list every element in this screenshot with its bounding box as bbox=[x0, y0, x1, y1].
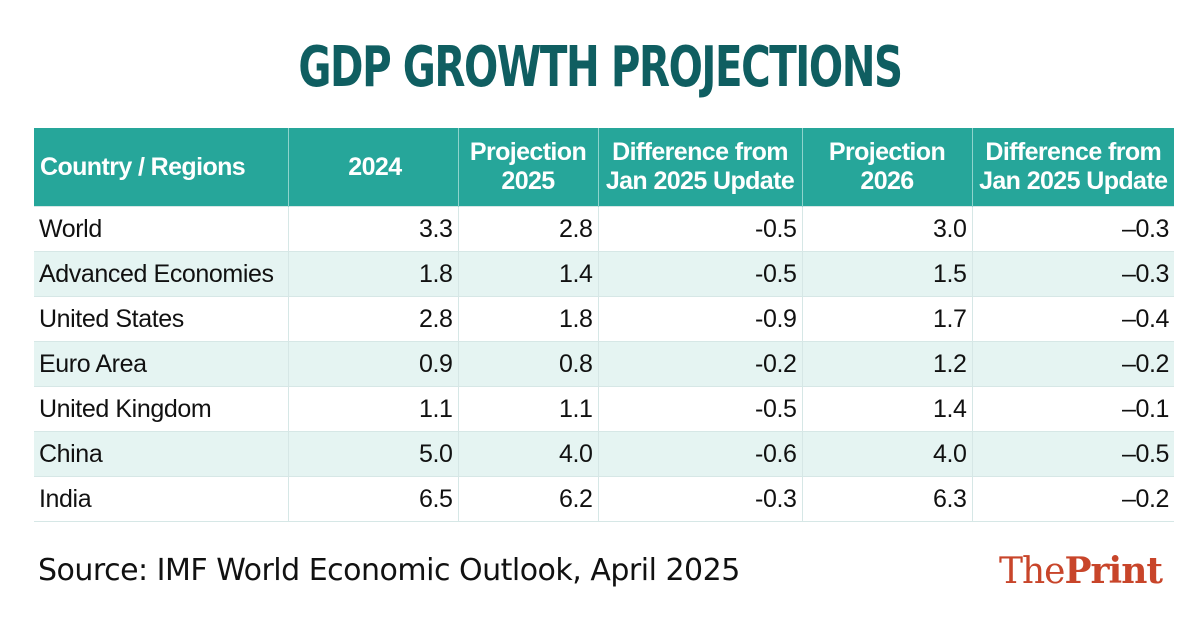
cell-projection-2026: 4.0 bbox=[801, 431, 972, 477]
cell-2024: 0.9 bbox=[287, 341, 458, 387]
cell-projection-2026: 1.7 bbox=[801, 296, 972, 342]
table-row: United Kingdom 1.1 1.1 -0.5 1.4 –0.1 bbox=[34, 386, 1174, 432]
cell-country: China bbox=[34, 431, 288, 477]
logo-text-the: The bbox=[998, 551, 1066, 592]
cell-difference-2026: –0.4 bbox=[971, 296, 1174, 342]
table-row: India 6.5 6.2 -0.3 6.3 –0.2 bbox=[34, 476, 1174, 522]
table-row: World 3.3 2.8 -0.5 3.0 –0.3 bbox=[34, 206, 1174, 252]
table-row: Advanced Economies 1.8 1.4 -0.5 1.5 –0.3 bbox=[34, 251, 1174, 297]
cell-country: India bbox=[34, 476, 288, 522]
cell-2024: 5.0 bbox=[287, 431, 458, 477]
cell-country: United Kingdom bbox=[34, 386, 288, 432]
cell-difference-2025: -0.6 bbox=[597, 431, 802, 477]
cell-2024: 1.8 bbox=[287, 251, 458, 297]
cell-difference-2026: –0.2 bbox=[971, 341, 1174, 387]
cell-projection-2025: 2.8 bbox=[457, 206, 598, 252]
cell-2024: 2.8 bbox=[287, 296, 458, 342]
column-header-projection-2026: Projection 2026 bbox=[801, 128, 972, 207]
table-header-row: Country / Regions 2024 Projection 2025 D… bbox=[34, 128, 1174, 207]
logo-text-print: Print bbox=[1064, 550, 1163, 592]
cell-projection-2026: 1.4 bbox=[801, 386, 972, 432]
cell-country: World bbox=[34, 206, 288, 252]
cell-difference-2025: -0.2 bbox=[597, 341, 802, 387]
cell-difference-2025: -0.3 bbox=[597, 476, 802, 522]
cell-projection-2025: 4.0 bbox=[457, 431, 598, 477]
cell-difference-2026: –0.3 bbox=[971, 251, 1174, 297]
cell-projection-2025: 6.2 bbox=[457, 476, 598, 522]
cell-country: Advanced Economies bbox=[34, 251, 288, 297]
gdp-table: Country / Regions 2024 Projection 2025 D… bbox=[34, 128, 1174, 522]
table-row: China 5.0 4.0 -0.6 4.0 –0.5 bbox=[34, 431, 1174, 477]
cell-difference-2025: -0.5 bbox=[597, 251, 802, 297]
column-header-difference-2025: Difference from Jan 2025 Update bbox=[597, 128, 802, 207]
source-note: Source: IMF World Economic Outlook, Apri… bbox=[38, 553, 740, 588]
column-header-2024: 2024 bbox=[287, 128, 458, 207]
cell-difference-2026: –0.5 bbox=[971, 431, 1174, 477]
cell-country: Euro Area bbox=[34, 341, 288, 387]
column-header-projection-2025: Projection 2025 bbox=[457, 128, 598, 207]
cell-projection-2026: 1.5 bbox=[801, 251, 972, 297]
theprint-logo: ThePrint bbox=[998, 550, 1163, 592]
cell-difference-2026: –0.1 bbox=[971, 386, 1174, 432]
cell-difference-2025: -0.5 bbox=[597, 206, 802, 252]
cell-projection-2026: 3.0 bbox=[801, 206, 972, 252]
cell-projection-2025: 1.8 bbox=[457, 296, 598, 342]
cell-projection-2025: 0.8 bbox=[457, 341, 598, 387]
cell-projection-2026: 1.2 bbox=[801, 341, 972, 387]
cell-country: United States bbox=[34, 296, 288, 342]
table-row: United States 2.8 1.8 -0.9 1.7 –0.4 bbox=[34, 296, 1174, 342]
cell-2024: 3.3 bbox=[287, 206, 458, 252]
cell-difference-2025: -0.5 bbox=[597, 386, 802, 432]
cell-difference-2026: –0.3 bbox=[971, 206, 1174, 252]
cell-2024: 6.5 bbox=[287, 476, 458, 522]
cell-difference-2025: -0.9 bbox=[597, 296, 802, 342]
cell-projection-2025: 1.4 bbox=[457, 251, 598, 297]
cell-2024: 1.1 bbox=[287, 386, 458, 432]
cell-projection-2025: 1.1 bbox=[457, 386, 598, 432]
cell-difference-2026: –0.2 bbox=[971, 476, 1174, 522]
column-header-difference-2026: Difference from Jan 2025 Update bbox=[971, 128, 1174, 207]
table-row: Euro Area 0.9 0.8 -0.2 1.2 –0.2 bbox=[34, 341, 1174, 387]
column-header-country: Country / Regions bbox=[34, 128, 288, 207]
page-title: GDP GROWTH PROJECTIONS bbox=[298, 35, 903, 100]
cell-projection-2026: 6.3 bbox=[801, 476, 972, 522]
